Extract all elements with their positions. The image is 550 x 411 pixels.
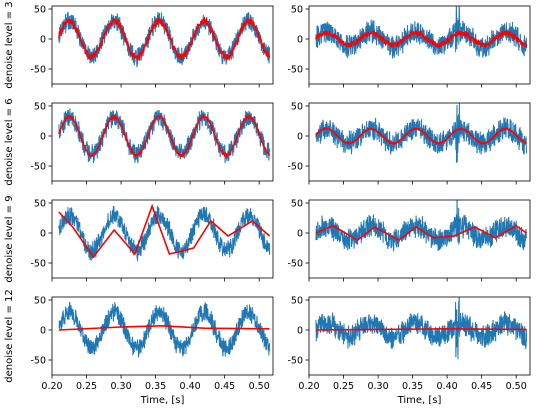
subplot-r1-c1: 50 0 -50 denoise level = 3 — [4, 1, 274, 89]
subplot-r4-c1: 50 0 -50 0.20 0.25 0.30 0.35 0.40 0.45 0.50 denois… — [4, 289, 274, 406]
axes-frame — [51, 102, 274, 182]
axes-frame — [308, 102, 531, 182]
axes-frame — [308, 296, 531, 376]
y-tick-label: -50 — [30, 161, 46, 172]
x-tick-label: 0.20 — [298, 381, 319, 392]
y-tick-label: 0 — [40, 325, 46, 336]
y-tick-label: -50 — [30, 355, 46, 366]
denoised-signal-line — [58, 113, 271, 159]
raw-signal-line — [58, 301, 271, 358]
axes-frame — [51, 199, 274, 279]
y-tick-label: -50 — [287, 64, 303, 75]
raw-signal-line — [315, 200, 528, 252]
denoised-signal-line — [58, 203, 271, 259]
y-tick-label: 0 — [40, 228, 46, 239]
raw-signal-line — [315, 6, 528, 59]
x-tick-label: 0.40 — [180, 381, 201, 392]
denoised-signal-line — [58, 324, 270, 331]
axes-frame — [308, 199, 531, 279]
x-tick-label: 0.45 — [214, 381, 235, 392]
y-tick-label: -50 — [30, 258, 46, 269]
x-tick-label: 0.50 — [506, 381, 527, 392]
x-tick-label: 0.35 — [145, 381, 166, 392]
y-tick-label: 50 — [291, 198, 303, 209]
x-axis-label: Time, [s] — [397, 395, 442, 406]
y-tick-label: 50 — [291, 295, 303, 306]
x-tick-label: 0.25 — [333, 381, 354, 392]
denoised-signal-line — [315, 28, 528, 49]
raw-signal-line — [58, 11, 271, 68]
y-axis-label: denoise level = 6 — [4, 98, 15, 185]
axes-frame — [308, 5, 531, 85]
y-tick-label: 0 — [297, 228, 303, 239]
y-tick-label: 50 — [34, 4, 46, 15]
y-tick-label: 50 — [291, 101, 303, 112]
denoised-signal-line — [315, 127, 527, 146]
y-tick-label: 0 — [40, 131, 46, 142]
subplot-r3-c2: 50 0 -50 — [287, 198, 531, 282]
y-tick-label: 50 — [34, 101, 46, 112]
raw-signal-line — [315, 297, 528, 360]
x-tick-label: 0.50 — [249, 381, 270, 392]
y-tick-label: -50 — [287, 258, 303, 269]
x-tick-label: 0.20 — [41, 381, 62, 392]
y-tick-label: 50 — [291, 4, 303, 15]
y-tick-label: -50 — [30, 64, 46, 75]
subplot-r1-c2: 50 0 -50 — [287, 4, 531, 88]
y-tick-label: 0 — [297, 325, 303, 336]
x-tick-label: 0.30 — [110, 381, 131, 392]
x-tick-label: 0.30 — [367, 381, 388, 392]
subplot-r4-c2: 50 0 -50 0.20 0.25 0.30 0.35 0.40 0.45 0.50 Time, … — [287, 295, 531, 406]
denoised-signal-line — [58, 16, 271, 62]
y-axis-label: denoise level = 9 — [4, 195, 15, 282]
denoised-signal-line — [315, 224, 528, 242]
x-tick-label: 0.40 — [437, 381, 458, 392]
axes-frame — [51, 296, 274, 376]
axes-frame — [51, 5, 274, 85]
subplot-r2-c2: 50 0 -50 — [287, 101, 531, 185]
subplot-r3-c1: 50 0 -50 denoise level = 9 — [4, 195, 274, 283]
y-tick-label: 50 — [34, 198, 46, 209]
raw-signal-line — [315, 103, 528, 163]
x-tick-label: 0.45 — [471, 381, 492, 392]
x-tick-label: 0.25 — [76, 381, 97, 392]
y-axis-label: denoise level = 3 — [4, 1, 15, 88]
y-tick-label: 50 — [34, 295, 46, 306]
y-tick-label: 0 — [297, 131, 303, 142]
denoised-signal-line — [315, 327, 527, 331]
y-tick-label: -50 — [287, 161, 303, 172]
x-tick-label: 0.35 — [402, 381, 423, 392]
y-tick-label: 0 — [297, 34, 303, 45]
y-axis-label: denoise level = 12 — [4, 289, 15, 383]
x-axis-label: Time, [s] — [140, 395, 185, 406]
y-tick-label: -50 — [287, 355, 303, 366]
y-tick-label: 0 — [40, 34, 46, 45]
raw-signal-line — [58, 108, 271, 164]
subplot-r2-c1: 50 0 -50 denoise level = 6 — [4, 98, 274, 186]
